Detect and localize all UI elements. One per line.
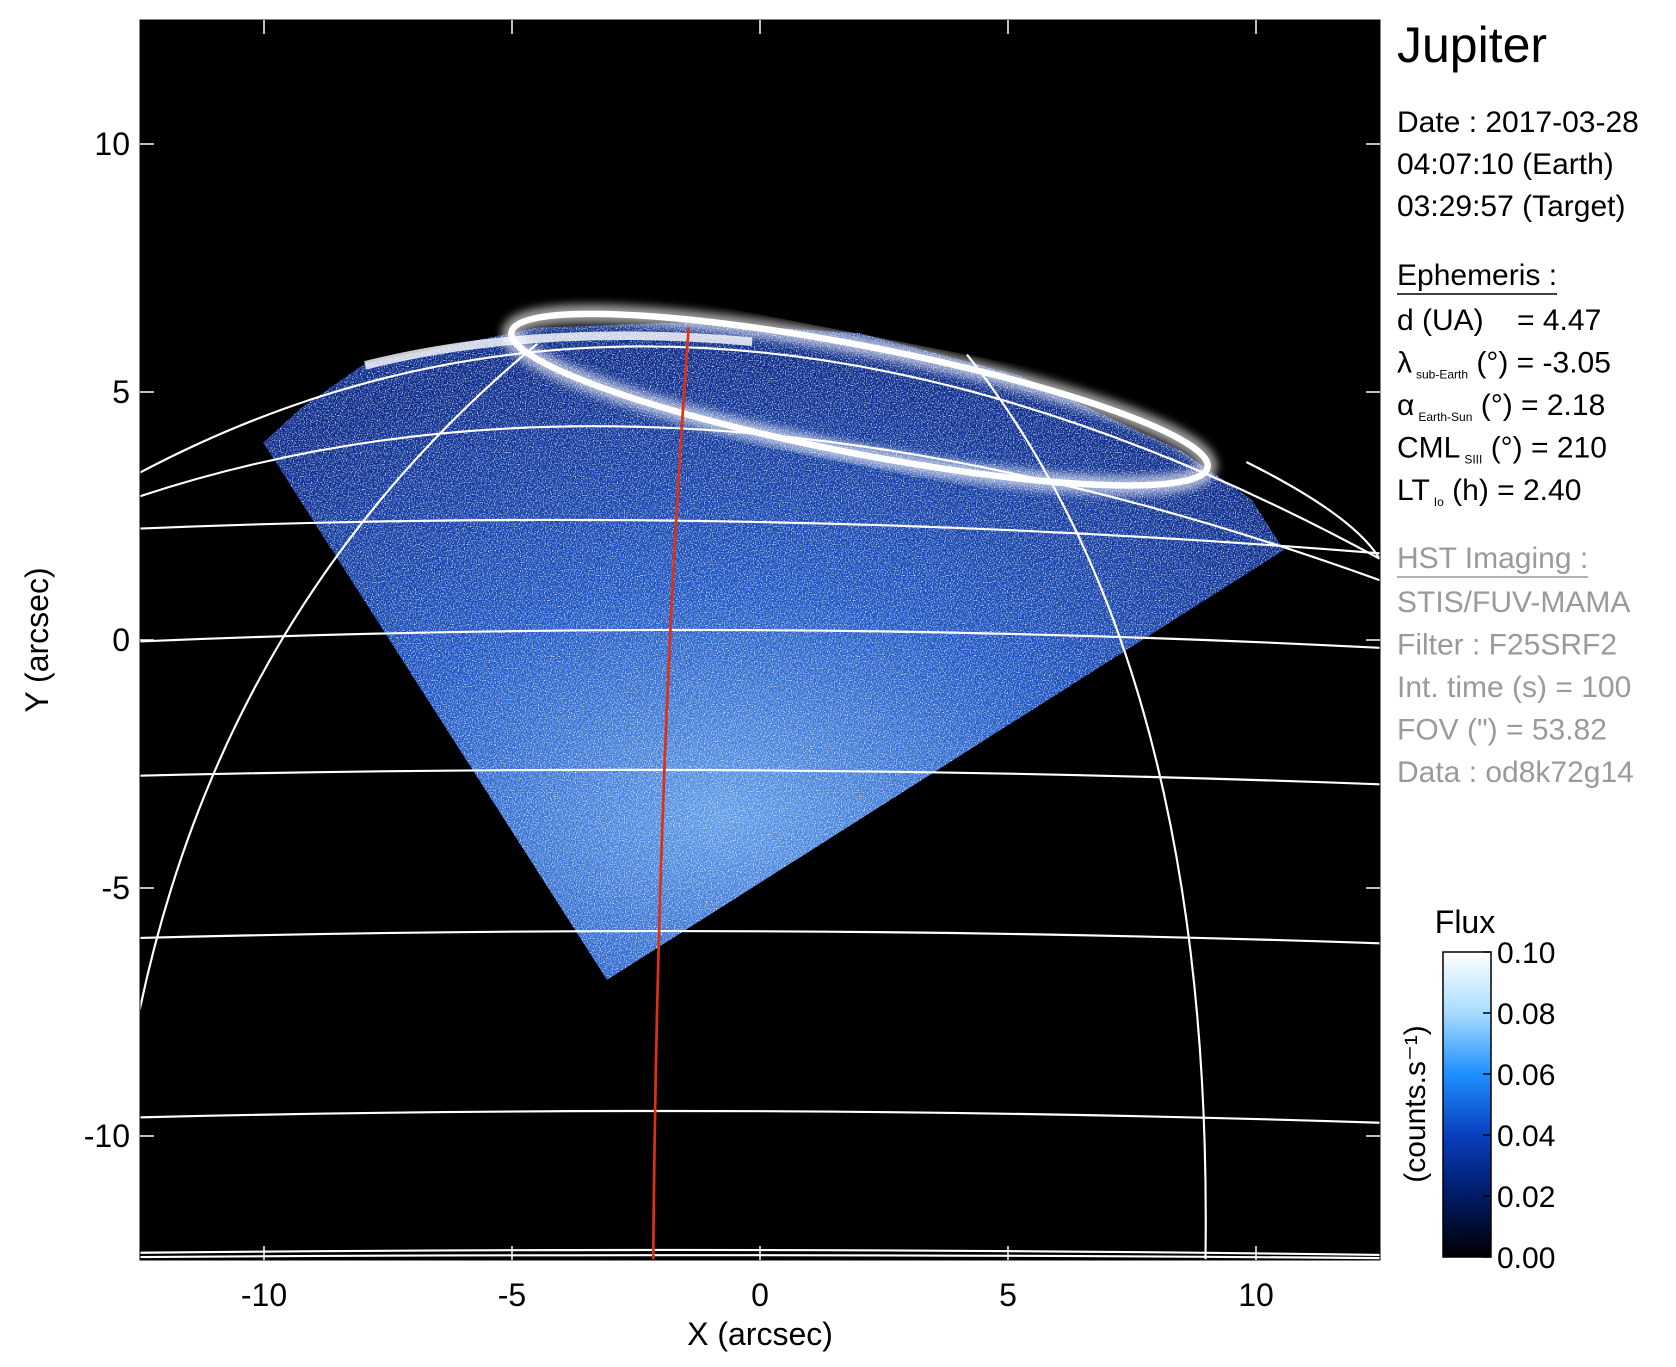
imaging-line: Data : od8k72g14 [1397, 756, 1634, 789]
subscript: SIII [1464, 453, 1482, 467]
y-tick-label: 5 [112, 374, 130, 410]
x-axis-label: X (arcsec) [687, 1316, 833, 1352]
section-heading: Ephemeris : [1397, 259, 1557, 292]
panel-title: Jupiter [1397, 17, 1547, 73]
ephemeris-line: LT Io (h) = 2.40 [1397, 474, 1581, 509]
x-tick-label: -5 [498, 1277, 526, 1313]
colorbar-tick-label: 0.06 [1497, 1059, 1555, 1092]
line-text: LT [1397, 474, 1430, 507]
date-line: Date : 2017-03-28 [1397, 106, 1639, 139]
imaging-line: Int. time (s) = 100 [1397, 671, 1631, 704]
y-tick-label: 10 [94, 126, 130, 162]
imaging-line: STIS/FUV-MAMA [1397, 586, 1630, 619]
ephemeris-line: CML SIII (°) = 210 [1397, 432, 1607, 467]
date-line: 04:07:10 (Earth) [1397, 148, 1614, 181]
line-text: CML [1397, 432, 1460, 465]
line-text: (°) = -3.05 [1468, 347, 1611, 380]
date-line: 03:29:57 (Target) [1397, 190, 1625, 223]
line-text: λ [1397, 347, 1412, 380]
subscript: Io [1434, 495, 1444, 509]
colorbar-title: Flux [1435, 904, 1495, 940]
subscript: sub-Earth [1416, 368, 1468, 382]
colorbar-tick-label: 0.08 [1497, 998, 1555, 1031]
imaging-line: FOV (") = 53.82 [1397, 714, 1607, 747]
colorbar [1442, 951, 1492, 1258]
colorbar-tick-label: 0.02 [1497, 1181, 1555, 1214]
colorbar-tick-label: 0.10 [1497, 937, 1555, 970]
line-text: d (UA) = 4.47 [1397, 304, 1601, 337]
colorbar-label: (counts.s⁻¹) [1399, 1025, 1432, 1183]
line-text: (°) = 210 [1482, 432, 1607, 465]
y-tick-label: -10 [84, 1118, 130, 1154]
x-tick-label: -10 [241, 1277, 287, 1313]
imaging-line: Filter : F25SRF2 [1397, 629, 1617, 662]
image-layer [140, 304, 1380, 1260]
x-tick-label: 10 [1238, 1277, 1274, 1313]
central-meridian [651, 327, 691, 1260]
y-axis-label: Y (arcsec) [19, 567, 55, 712]
colorbar-tick-label: 0.00 [1497, 1242, 1555, 1275]
ephemeris-line: α Earth-Sun (°) = 2.18 [1397, 389, 1605, 424]
line-text: (h) = 2.40 [1444, 474, 1582, 507]
section-heading: HST Imaging : [1397, 542, 1588, 575]
coordinate-grid [140, 342, 1380, 1260]
ephemeris-line: d (UA) = 4.47 [1397, 304, 1601, 337]
aurora [364, 304, 1218, 496]
x-tick-label: 5 [999, 1277, 1017, 1313]
y-tick-label: -5 [102, 870, 130, 906]
subscript: Earth-Sun [1418, 410, 1472, 424]
line-text: (°) = 2.18 [1472, 389, 1605, 422]
ephemeris-line: λ sub-Earth (°) = -3.05 [1397, 347, 1611, 382]
line-text: α [1397, 389, 1414, 422]
y-tick-label: 0 [112, 622, 130, 658]
colorbar-tick-label: 0.04 [1497, 1120, 1555, 1153]
x-tick-label: 0 [751, 1277, 769, 1313]
